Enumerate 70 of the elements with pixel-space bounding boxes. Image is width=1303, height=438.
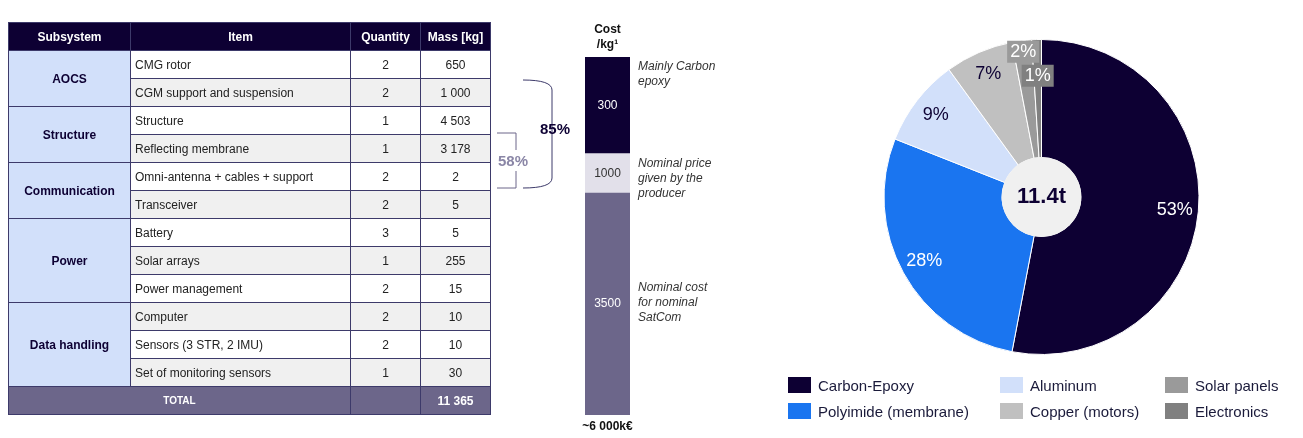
text: 30	[448, 365, 463, 380]
text: 650	[445, 57, 466, 72]
chart-title: Cost /kg¹	[594, 22, 621, 52]
text: Nominal price given by the producer	[637, 156, 712, 200]
category-label: TOTAL	[163, 395, 196, 406]
category-label: Transceiver	[135, 197, 198, 212]
text: 255	[445, 253, 466, 268]
category-label: Computer	[135, 309, 188, 324]
legend-label: Aluminum	[1030, 376, 1097, 394]
data-label: 28%	[906, 250, 943, 271]
legend-label: Copper (motors)	[1030, 402, 1140, 420]
series-label: 300	[597, 97, 618, 112]
text: 15	[448, 281, 463, 296]
text: 2	[382, 197, 389, 212]
text: 2	[452, 169, 459, 184]
category-label: Set of monitoring sensors	[135, 365, 272, 380]
category-label: Communication	[24, 183, 115, 198]
text: 2	[382, 57, 389, 72]
text: 2	[382, 281, 389, 296]
text: 2	[382, 85, 389, 100]
text: 10	[448, 337, 463, 352]
data-label: 1%	[1024, 64, 1051, 85]
text: Nominal cost for nominal SatCom	[638, 279, 709, 324]
text: 1	[382, 113, 389, 128]
legend-label: Carbon-Epoxy	[818, 376, 914, 394]
legend-label: Electronics	[1195, 402, 1269, 420]
category-label: Omni-antenna + cables + support	[135, 169, 314, 184]
data-label: 53%	[1156, 198, 1193, 219]
category-label: AOCS	[52, 71, 87, 86]
category-label: Mass [kg]	[420, 22, 491, 51]
data-label: 9%	[922, 103, 949, 124]
category-label: Solar arrays	[135, 253, 200, 268]
category-label: Power management	[135, 281, 243, 296]
series-label: 1000	[594, 165, 622, 180]
text: 3 178	[440, 141, 471, 156]
text: 2	[382, 309, 389, 324]
legend-label: Solar panels	[1195, 376, 1279, 394]
text: 1	[382, 141, 389, 156]
text: 58%	[498, 150, 529, 171]
text: 1 000	[440, 85, 471, 100]
data-label: 2%	[1010, 40, 1037, 61]
series-label: 3500	[594, 296, 622, 311]
data-label: 7%	[975, 63, 1002, 84]
category-label: Battery	[135, 225, 174, 240]
category-label: CGM support and suspension	[135, 85, 294, 100]
text: 2	[382, 337, 389, 352]
category-label: Subsystem	[8, 22, 131, 51]
text: 5	[452, 225, 459, 240]
category-label: Item	[130, 22, 351, 51]
text: 4 503	[440, 113, 471, 128]
text: 85%	[540, 120, 571, 137]
category-label: Structure	[135, 113, 184, 128]
text: 10	[448, 309, 463, 324]
category-label: Structure	[42, 127, 97, 142]
text: 11.4t	[1017, 183, 1067, 209]
category-label: CMG rotor	[135, 57, 192, 72]
category-label: Sensors (3 STR, 2 IMU)	[135, 337, 264, 352]
text: ~6 000k€	[582, 419, 634, 434]
category-label: Data handling	[29, 337, 110, 352]
text: 2	[382, 169, 389, 184]
text: 3	[382, 225, 389, 240]
category-label: Power	[51, 253, 88, 268]
category-label: Quantity	[350, 22, 421, 51]
text: Mainly Carbon epoxy	[638, 59, 716, 89]
legend-label: Polyimide (membrane)	[818, 402, 969, 420]
text: 1	[382, 253, 389, 268]
text: 5	[452, 197, 459, 212]
category-label: Reflecting membrane	[135, 141, 250, 156]
text: 1	[382, 365, 389, 380]
text: 11 365	[437, 393, 474, 408]
